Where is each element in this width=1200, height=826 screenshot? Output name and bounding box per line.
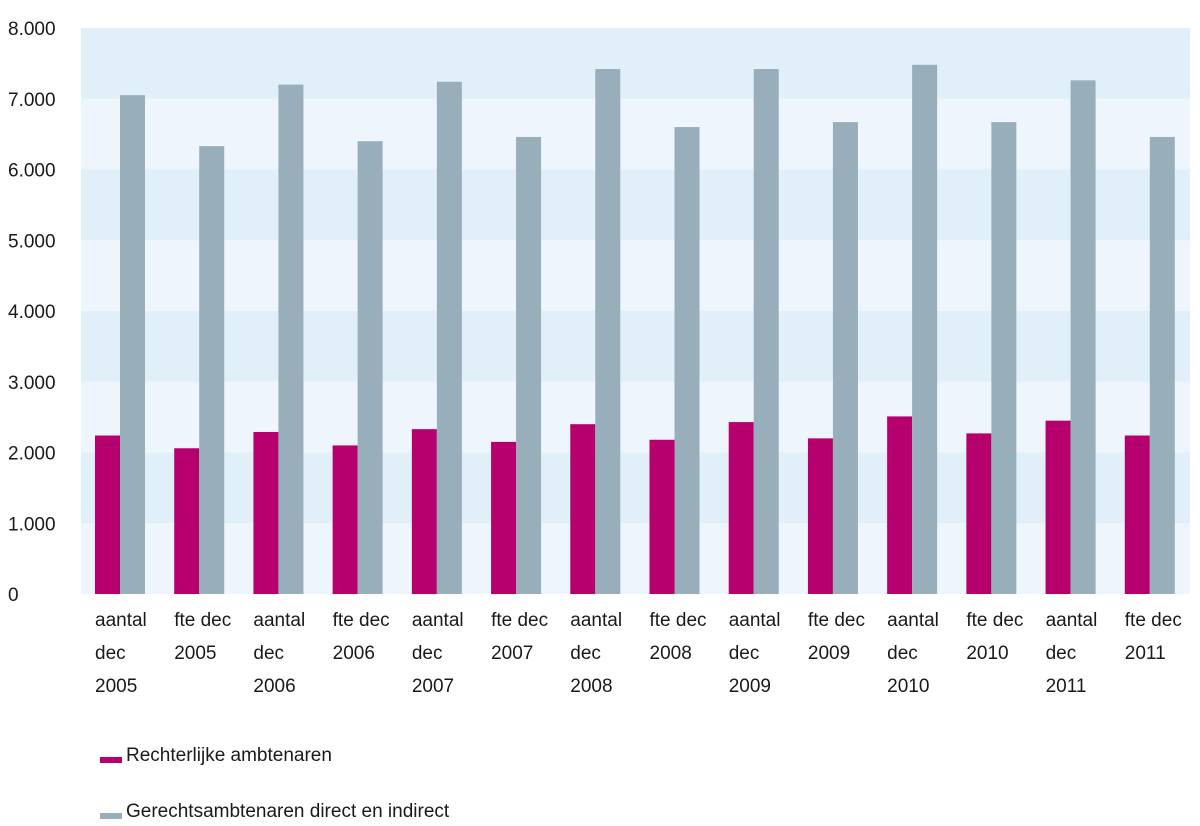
legend-item-gerechtsambtenaren: Gerechtsambtenaren direct en indirect	[100, 798, 449, 826]
x-tick-label: fte dec 2010	[966, 610, 1023, 664]
bar-gerechtsambtenaren	[120, 95, 145, 595]
x-tick-label: fte dec 2006	[333, 610, 390, 664]
x-tick-label: aantal dec 2011	[1046, 610, 1098, 697]
x-tick-label: aantal dec 2009	[729, 610, 781, 697]
y-tick-label: 1.000	[8, 514, 56, 535]
bar-gerechtsambtenaren	[516, 136, 542, 594]
x-tick-label: aantal dec 2006	[253, 610, 305, 697]
grid-band	[81, 169, 1190, 241]
legend-label-rechterlijke: Rechterlijke ambtenaren	[126, 745, 332, 766]
bar-rechterlijke	[728, 422, 754, 594]
bar-gerechtsambtenaren	[436, 81, 462, 594]
y-tick-label: 7.000	[8, 90, 56, 111]
x-tick-label: aantal dec 2010	[887, 610, 939, 697]
grid-band	[81, 452, 1190, 524]
bar-rechterlijke	[807, 438, 833, 594]
x-tick-label: fte dec 2008	[650, 610, 707, 664]
bar-rechterlijke	[887, 416, 913, 594]
bar-gerechtsambtenaren	[832, 122, 858, 594]
y-tick-label: 2.000	[8, 444, 56, 465]
bar-rechterlijke	[411, 429, 437, 594]
y-tick-label: 8.000	[8, 19, 56, 40]
x-tick-label: fte dec 2011	[1125, 610, 1182, 664]
x-tick-label: fte dec 2009	[808, 610, 865, 664]
x-tick-label: aantal dec 2005	[95, 610, 147, 697]
grid-band	[81, 28, 1190, 99]
bar-rechterlijke	[966, 433, 992, 594]
bar-gerechtsambtenaren	[595, 69, 621, 594]
y-tick-label: 4.000	[8, 302, 56, 323]
bar-gerechtsambtenaren	[1149, 136, 1175, 594]
bar-gerechtsambtenaren	[1070, 80, 1096, 595]
bar-gerechtsambtenaren	[357, 141, 383, 594]
grid-band	[81, 381, 1190, 453]
legend-label-gerechtsambtenaren: Gerechtsambtenaren direct en indirect	[126, 801, 450, 822]
bar-rechterlijke	[1124, 435, 1150, 594]
chart-legend: Rechterlijke ambtenaren Gerechtsambtenar…	[100, 742, 449, 826]
x-tick-label: aantal dec 2007	[412, 610, 464, 697]
grid-band	[81, 98, 1190, 170]
bar-rechterlijke	[174, 448, 200, 594]
bar-gerechtsambtenaren	[278, 84, 304, 594]
bar-gerechtsambtenaren	[753, 69, 779, 594]
grid-band	[81, 523, 1190, 594]
grid-band	[81, 240, 1190, 311]
y-tick-label: 6.000	[8, 161, 56, 182]
y-tick-label: 5.000	[8, 231, 56, 252]
bar-gerechtsambtenaren	[674, 127, 700, 595]
bar-gerechtsambtenaren	[199, 146, 225, 594]
bar-rechterlijke	[491, 441, 517, 594]
x-tick-label: aantal dec 2008	[570, 610, 622, 697]
bar-rechterlijke	[253, 431, 279, 594]
bar-rechterlijke	[332, 445, 358, 594]
legend-item-rechterlijke: Rechterlijke ambtenaren	[100, 742, 449, 770]
y-tick-label: 0	[8, 585, 19, 606]
bar-rechterlijke	[649, 439, 675, 594]
bar-rechterlijke	[1045, 420, 1071, 594]
bar-gerechtsambtenaren	[912, 64, 938, 595]
x-tick-label: fte dec 2007	[491, 610, 548, 664]
bar-rechterlijke	[95, 435, 120, 594]
bar-rechterlijke	[570, 424, 596, 594]
bar-chart: 0 1.000 2.000 3.000 4.000 5.000 6.000 7.000 8.00…	[8, 19, 1190, 697]
y-tick-label: 3.000	[8, 373, 56, 394]
grid-band	[81, 311, 1190, 382]
x-tick-label: fte dec 2005	[174, 610, 231, 664]
bar-gerechtsambtenaren	[991, 122, 1017, 594]
legend-swatch-rechterlijke	[100, 757, 122, 763]
legend-swatch-gerechtsambtenaren	[100, 813, 122, 819]
